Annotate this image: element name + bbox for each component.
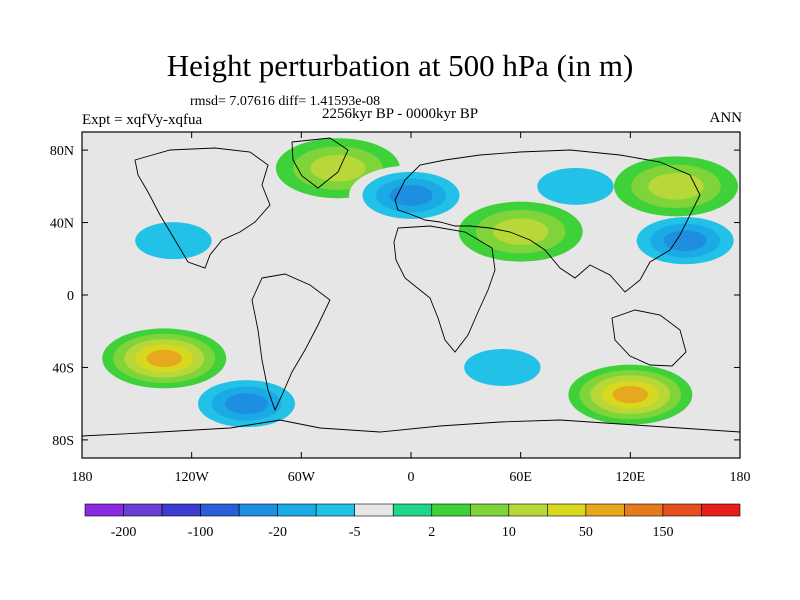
lon-tick-label: 60E xyxy=(509,470,532,485)
colorbar-swatch xyxy=(354,503,394,517)
colorbar-swatch xyxy=(701,503,741,517)
lat-tick-label: 80S xyxy=(52,434,74,449)
colorbar-swatch xyxy=(547,503,587,517)
colorbar-label: -100 xyxy=(188,525,214,540)
colorbar-label: 150 xyxy=(652,525,673,540)
colorbar-swatch xyxy=(585,503,625,517)
anomaly-contour xyxy=(135,222,212,260)
stats-text: rmsd= 7.07616 diff= 1.41593e-08 xyxy=(190,94,381,109)
australia-coast xyxy=(611,309,687,367)
colorbar-swatch xyxy=(315,503,356,517)
colorbar-swatch xyxy=(392,503,433,517)
anomaly-contour xyxy=(648,173,704,200)
colorbar-label: -20 xyxy=(268,525,287,540)
anomaly-contour xyxy=(146,349,182,367)
anomaly-contour xyxy=(537,167,614,205)
lat-tick-label: 40S xyxy=(52,361,74,376)
lat-tick-label: 80N xyxy=(50,144,74,159)
colorbar-swatch xyxy=(161,503,201,517)
anomaly-contour xyxy=(224,393,269,415)
lon-tick-label: 180 xyxy=(72,470,93,485)
lon-tick-label: 0 xyxy=(408,470,415,485)
colorbar: -200 -100 -20 -5 2 10 50 150 xyxy=(84,503,741,540)
colorbar-swatch xyxy=(431,503,471,517)
lon-tick-label: 120W xyxy=(175,470,210,485)
colorbar-label: -5 xyxy=(349,525,361,540)
chart-title: Height perturbation at 500 hPa (in m) xyxy=(166,48,634,83)
colorbar-label: 50 xyxy=(579,525,593,540)
colorbar-swatch xyxy=(508,503,548,517)
lon-tick-label: 120E xyxy=(616,470,646,485)
europe-asia-coast xyxy=(394,149,701,293)
anomaly-contour xyxy=(493,218,549,245)
colorbar-label: 2 xyxy=(428,525,435,540)
experiment-label: Expt = xqfVy-xqfua xyxy=(82,112,203,128)
anomaly-contour xyxy=(612,386,649,404)
anomaly-contour xyxy=(663,230,707,252)
colorbar-swatch xyxy=(238,503,278,517)
lat-tick-label: 0 xyxy=(67,289,74,304)
anomaly-contour xyxy=(464,348,541,386)
anomaly-contour xyxy=(310,154,366,182)
north-america-coast xyxy=(134,147,271,269)
lon-tick-label: 60W xyxy=(288,470,316,485)
colorbar-swatch xyxy=(624,503,664,517)
colorbar-swatch xyxy=(200,503,240,517)
colorbar-swatch xyxy=(123,503,163,517)
colorbar-swatch xyxy=(662,503,702,517)
lat-tick-label: 40N xyxy=(50,217,74,232)
colorbar-label: 10 xyxy=(502,525,516,540)
period-text: 2256kyr BP - 0000kyr BP xyxy=(322,106,479,122)
colorbar-swatch xyxy=(277,503,317,517)
colorbar-label: -200 xyxy=(111,525,137,540)
lon-tick-label: 180 xyxy=(730,470,751,485)
colorbar-swatch xyxy=(469,503,510,517)
africa-coast xyxy=(393,225,496,353)
antarctica-coast xyxy=(82,419,740,437)
coastlines xyxy=(82,137,740,437)
greenland-coast xyxy=(291,137,349,189)
anomaly-field xyxy=(82,132,740,458)
south-america-coast xyxy=(251,273,331,412)
season-label: ANN xyxy=(709,110,743,126)
colorbar-swatch xyxy=(84,503,124,517)
map-axes: 180 120W 60W 0 60E 120E 180 80N 40N 0 40S 80S xyxy=(50,132,751,485)
